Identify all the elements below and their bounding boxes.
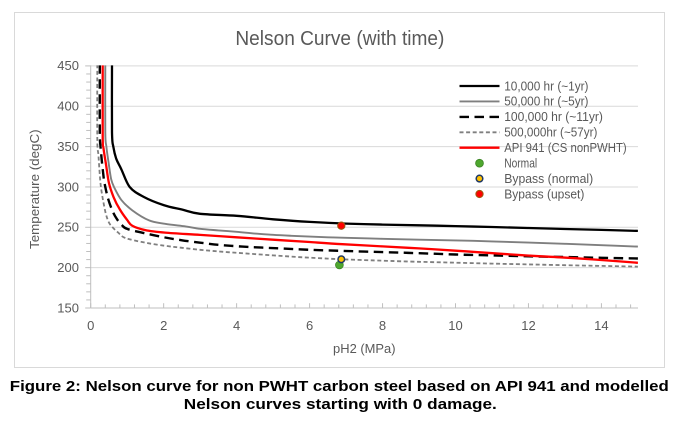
svg-text:Nelson Curve (with time): Nelson Curve (with time) [235, 28, 444, 50]
svg-text:Bypass (upset): Bypass (upset) [504, 187, 584, 201]
svg-text:4: 4 [233, 318, 240, 333]
svg-text:300: 300 [57, 179, 79, 194]
svg-text:450: 450 [57, 58, 79, 73]
svg-text:12: 12 [521, 318, 535, 333]
svg-text:350: 350 [57, 139, 79, 154]
svg-text:50,000 hr (~5yr): 50,000 hr (~5yr) [504, 95, 588, 109]
svg-text:10,000 hr (~1yr): 10,000 hr (~1yr) [504, 79, 588, 93]
svg-text:API 941 (CS nonPWHT): API 941 (CS nonPWHT) [504, 141, 627, 155]
svg-text:Temperature (degC): Temperature (degC) [27, 129, 42, 249]
svg-text:200: 200 [57, 260, 79, 275]
svg-text:Bypass (normal): Bypass (normal) [504, 172, 593, 186]
svg-text:500,000hr (~57yr): 500,000hr (~57yr) [504, 126, 597, 140]
svg-text:6: 6 [306, 318, 313, 333]
svg-text:Normal: Normal [504, 157, 537, 171]
svg-text:pH2 (MPa): pH2 (MPa) [333, 341, 396, 356]
svg-text:250: 250 [57, 220, 79, 235]
svg-text:150: 150 [57, 300, 79, 315]
svg-text:400: 400 [57, 99, 79, 114]
svg-text:10: 10 [448, 318, 462, 333]
svg-text:Nelson curves starting with 0: Nelson curves starting with 0 damage. [184, 396, 497, 413]
svg-text:8: 8 [379, 318, 386, 333]
svg-text:Figure 2: Nelson curve for non: Figure 2: Nelson curve for non PWHT carb… [10, 378, 669, 395]
svg-text:100,000 hr (~11yr): 100,000 hr (~11yr) [504, 110, 603, 124]
svg-text:2: 2 [160, 318, 167, 333]
svg-text:14: 14 [594, 318, 608, 333]
svg-text:0: 0 [87, 318, 94, 333]
